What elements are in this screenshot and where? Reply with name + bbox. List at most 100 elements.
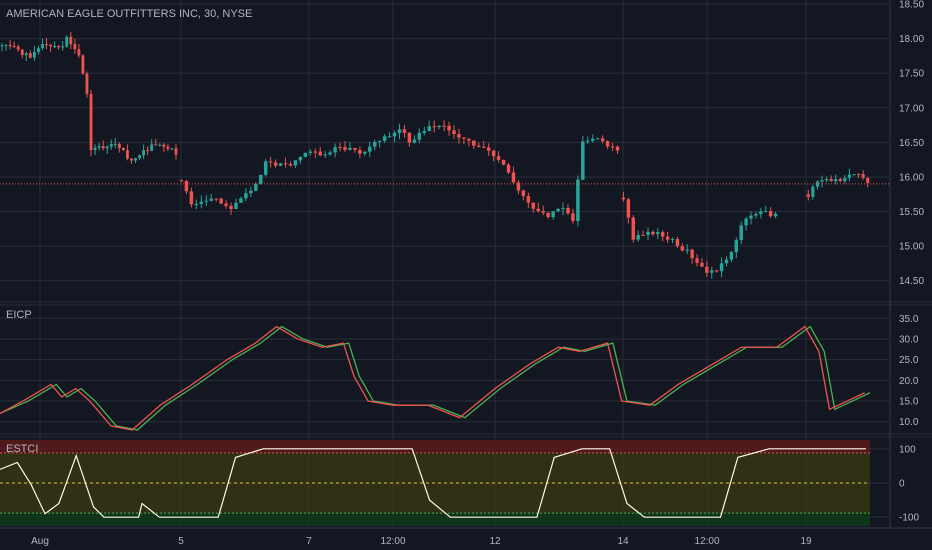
eicp-lines [0,325,871,431]
candle-body [412,139,417,143]
candle-body [670,239,675,241]
candle-body [199,201,204,204]
candle-body [358,149,362,154]
candle-body [680,246,685,251]
eicp-tick-label: 35.0 [899,314,919,325]
candle-body [734,240,739,253]
candle-body [843,177,847,182]
candle-body [308,151,313,153]
candle-body [117,143,121,149]
candle-body [372,141,377,147]
candle-body [8,44,12,47]
estci-series-line [0,448,866,518]
candle-body [28,53,32,58]
x-tick-label: 12:00 [380,536,405,547]
price-tick-label: 15.00 [899,242,924,253]
price-tick-label: 15.50 [899,207,924,218]
candle-body [705,266,709,273]
candle-body [815,181,820,187]
candle-body [138,155,141,159]
candle-body [600,138,605,142]
candle-body [501,159,506,165]
x-tick-label: Aug [31,536,49,547]
candle-body [89,93,93,151]
candle-body [591,138,595,141]
candle-body [382,136,387,141]
candle-body [24,53,28,56]
candle-body [820,180,824,182]
candle-body [847,174,852,178]
eicp-series-line [0,325,871,431]
candle-body [710,270,714,273]
candle-body [866,177,870,183]
candle-body [615,146,620,151]
candle-body [566,207,570,214]
candle-body [437,125,441,128]
candle-body [397,129,402,133]
candle-body [154,144,158,146]
eicp-tick-label: 15.0 [899,397,919,408]
candle-body [631,217,635,240]
candle-body [719,263,724,272]
candle-body [521,190,526,197]
candle-body [288,163,293,166]
candle-body [610,146,615,148]
candle-body [249,190,253,194]
candle-body [744,218,748,226]
candle-body [581,141,585,180]
candle-body [150,144,154,151]
estci-line [0,448,866,518]
candle-body [303,152,308,157]
candle-body [333,147,337,153]
price-tick-label: 16.00 [899,172,924,183]
candle-body [546,212,550,218]
candle-body [368,146,372,152]
candle-body [824,179,829,181]
candle-body [407,132,412,143]
candle-body [531,202,536,209]
candle-body [121,148,125,151]
candle-body [343,147,347,150]
candle-body [224,203,228,206]
candle-body [353,147,357,150]
candle-body [283,163,288,165]
price-tick-label: 16.50 [899,138,924,149]
candle-body [477,145,481,147]
candle-body [318,151,322,156]
candle-body [641,234,645,236]
candle-body [293,160,298,166]
candle-body [0,45,4,47]
candle-body [516,182,521,191]
candle-body [695,258,699,263]
candle-body [806,194,810,197]
candle-body [482,146,486,148]
candle-body [85,73,89,94]
candle-body [214,198,218,200]
candle-body [179,180,184,182]
candle-body [685,249,689,251]
candle-body [432,126,436,128]
candle-body [93,147,97,151]
candle-body [586,140,590,142]
candle-body [511,172,516,183]
candle-body [457,134,461,138]
oversold-zone [0,513,870,526]
eicp-tick-label: 10.0 [899,417,919,428]
price-tick-label: 14.50 [899,276,924,287]
candle-body [442,125,446,127]
candle-body [427,126,431,132]
candle-body [646,231,650,235]
candle-body [37,48,40,52]
candle-body [462,137,466,139]
candle-body [323,154,327,156]
chart-title: AMERICAN EAGLE OUTFITTERS INC, 30, NYSE [6,8,252,20]
candle-body [184,181,189,192]
candle-body [377,140,382,142]
x-tick-label: 12 [489,536,501,547]
y-axis-labels: 18.5018.0017.5017.0016.5016.0015.5015.00… [899,0,924,524]
price-tick-label: 18.00 [899,34,924,45]
x-tick-label: 7 [306,536,312,547]
candle-body [126,150,129,159]
candle-body [170,148,174,150]
